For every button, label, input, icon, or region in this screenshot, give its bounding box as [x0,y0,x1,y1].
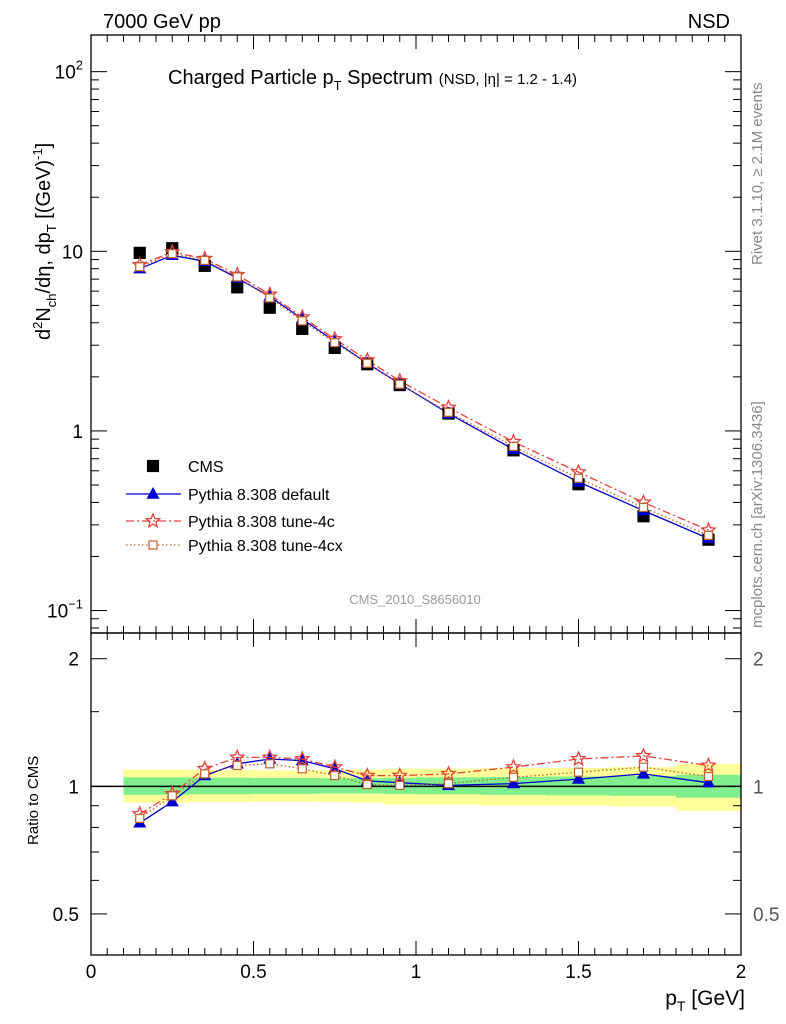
main-y-axis-label: d2Nch/dη, dpT [(GeV)-1] [30,143,59,340]
tune4cx-marker [508,441,519,452]
ratio-y-axis-label: Ratio to CMS [25,756,42,845]
legend-marker-tune4c [144,512,162,529]
tune4cx-marker [297,316,307,326]
ratio-y-tick-label-right: 0.5 [753,905,779,926]
ratio-y-tick-label-right: 1 [753,777,764,798]
ratio-tune4c-marker [228,748,246,765]
ratio-tune4c-marker [358,766,376,783]
legend-marker-default [146,486,160,499]
ratio-tune4cx-marker [638,762,649,772]
ratio-tune4cx-marker [232,760,242,771]
cms-data-point [263,301,276,314]
process-label: NSD [688,11,730,33]
tune4cx-marker [395,379,405,389]
ratio-tune4cx-marker [573,767,584,777]
legend-marker-tune4cx [148,540,158,550]
y-tick-label: 102 [55,58,83,84]
ratio-tune4c-marker [391,766,409,783]
title-subscript: T [334,78,342,93]
tune4cx-marker [135,262,145,272]
series-line-pythia-8-308-tune-4c [139,251,709,531]
tune4cx-marker [443,407,454,417]
rivet-label: Rivet 3.1.10, ≥ 2.1M events [749,83,766,266]
legend-label: Pythia 8.308 default [188,487,330,504]
ratio-tune4cx-marker [200,769,210,779]
tune4cx-marker [703,530,714,541]
ratio-tune4c-marker [326,758,344,775]
x-tick-label: 2 [736,962,747,983]
ratio-tune4c-marker [440,765,457,781]
ratio-default-marker [636,766,651,779]
main-plot-panel: 10−1 1 10 102 [47,34,742,634]
tune4cx-marker [232,272,242,282]
ratio-tune4cx-marker [395,780,405,791]
x-tick-label: 1.5 [565,962,591,983]
chart-title: Charged Particle pT Spectrum (NSD, |η| = … [168,67,577,93]
x-tick-label: 0.5 [240,962,266,983]
tune4cx-marker [265,293,275,303]
ratio-plot-panel: 0 0.5 1 1.5 2 0.5 0.5 1 1 2 2 [53,619,779,983]
y-tick-label: 10 [62,242,83,263]
legend-marker-cms [146,459,160,473]
ratio-tune4c-marker [293,750,311,767]
tune4cx-marker [330,338,340,348]
ratio-tune4c-marker [570,750,587,767]
legend-label: Pythia 8.308 tune-4c [188,514,335,531]
svg-text:d2Nch/dη, dpT [(GeV)-1]: d2Nch/dη, dpT [(GeV)-1] [30,143,59,340]
ratio-tune4c-marker [635,747,652,763]
mcplots-label: mcplots.cern.ch [arXiv:1306.3436] [749,401,766,628]
ratio-tune4cx-marker [362,779,372,790]
ratio-line-pythia-8-308-default [139,758,709,824]
series-line-pythia-8-308-tune-4cx [139,253,709,536]
title-tail: Spectrum [342,67,433,89]
title-small: (NSD, |η| = 1.2 - 1.4) [439,71,577,88]
ratio-y-tick-label-right: 2 [753,650,764,671]
tune4cx-marker [200,255,210,265]
tune4cx-marker [638,502,649,513]
ratio-tune4cx-marker [508,772,519,782]
energy-label: 7000 GeV pp [103,11,221,33]
cms-data-point [231,281,244,294]
x-axis-label: pT [GeV] [665,987,745,1014]
title-main: Charged Particle p [168,67,334,89]
ratio-default-marker [571,772,586,784]
ratio-tune4cx-marker [297,764,307,774]
ratio-default-marker [506,776,521,789]
ratio-default-marker [165,794,179,807]
ratio-default-marker [701,775,716,788]
ratio-tune4cx-marker [135,813,145,824]
ratio-y-tick-label: 0.5 [53,905,79,926]
tune4cx-marker [362,358,372,368]
ratio-y-tick-label: 1 [68,777,79,798]
ratio-tune4cx-marker [167,791,177,801]
legend: CMS Pythia 8.308 default Pythia 8.308 tune… [126,459,343,555]
x-tick-label: 1 [411,962,422,983]
legend-label: Pythia 8.308 tune-4cx [188,538,343,555]
ratio-line-pythia-8-308-tune-4cx [139,763,709,819]
ratio-tune4cx-marker [443,778,454,789]
y-tick-label: 1 [72,422,83,443]
analysis-id: CMS_2010_S8656010 [349,592,481,607]
ratio-tune4cx-marker [265,759,275,769]
legend-label: CMS [188,459,224,476]
tune4cx-marker [167,249,177,259]
y-tick-label: 10−1 [47,597,83,623]
ratio-tune4c-marker [700,756,717,773]
ratio-tune4cx-marker [330,770,340,781]
tune4cx-marker [573,473,584,483]
ratio-tune4c-marker [505,758,522,775]
ratio-y-tick-label: 2 [68,650,79,671]
x-tick-label: 0 [86,962,97,983]
ratio-tune4cx-marker [703,771,714,782]
